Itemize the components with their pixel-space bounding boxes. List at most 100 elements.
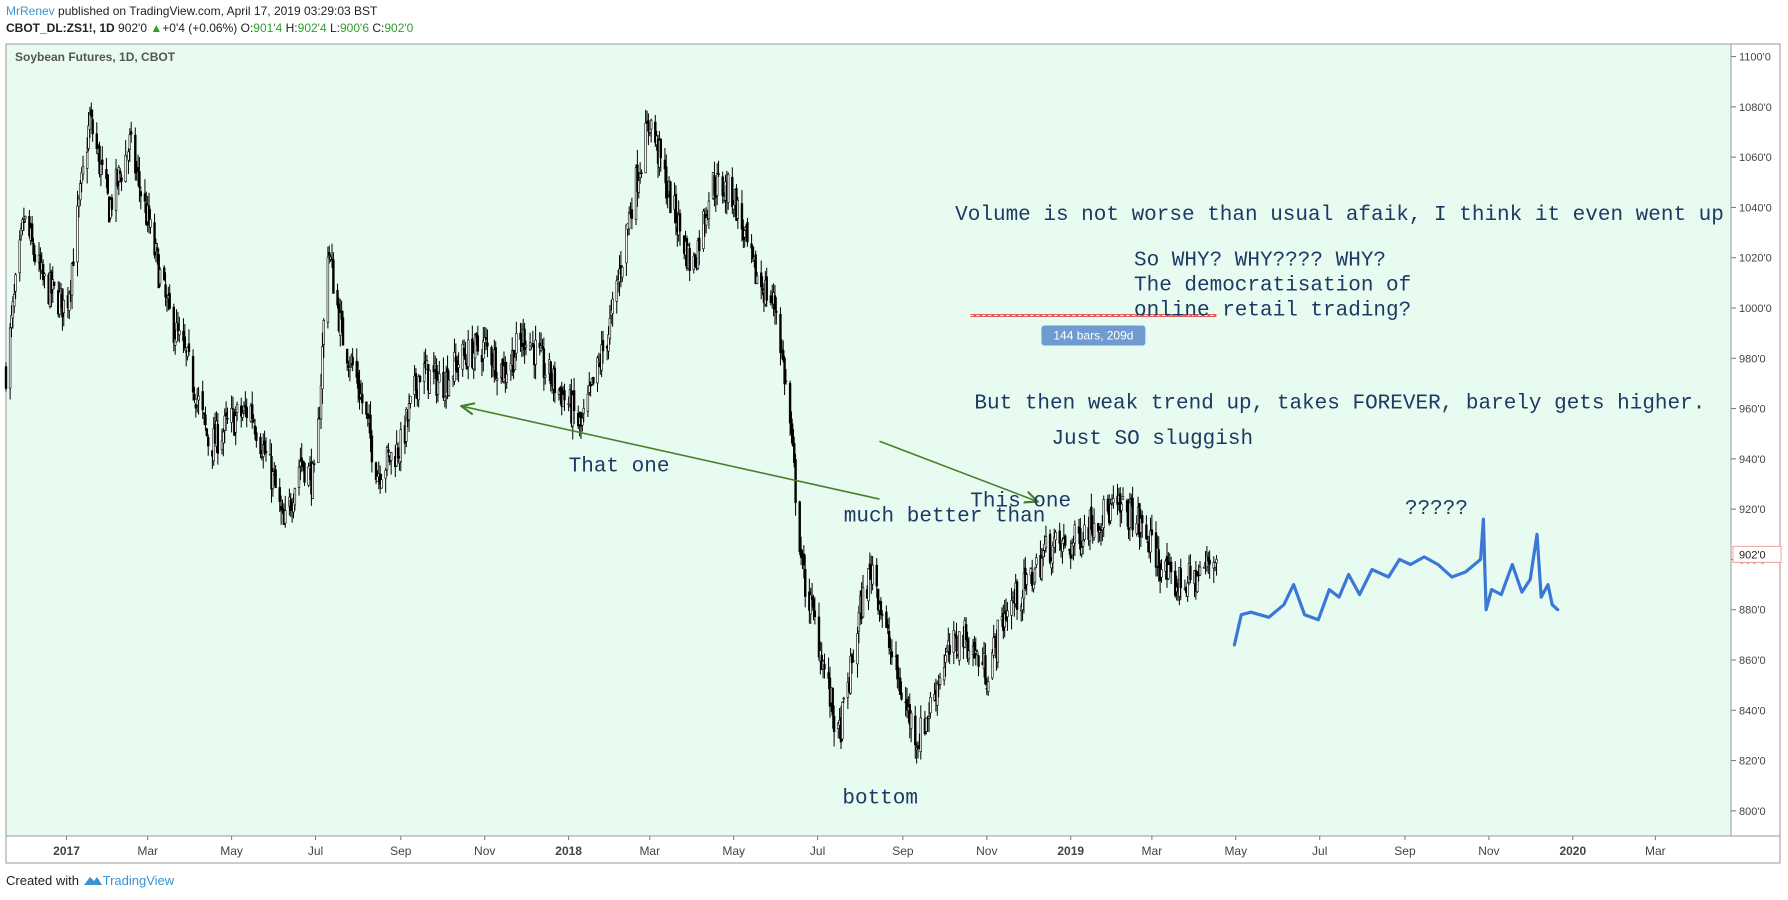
candle-body: [32, 243, 35, 256]
y-tick-label: 1080'0: [1739, 102, 1772, 114]
candle-body: [345, 349, 349, 364]
candle-body: [399, 429, 402, 463]
candle-body: [524, 344, 528, 348]
annotation-text[interactable]: That one: [569, 455, 670, 478]
candle-body: [936, 683, 939, 706]
freehand-projection[interactable]: [1232, 517, 1560, 647]
measure-label-box: [1041, 325, 1146, 346]
candle-body: [621, 266, 624, 278]
candle-body: [1011, 597, 1015, 599]
candle-body: [13, 293, 16, 307]
candle-body: [666, 195, 669, 197]
annotation-text[interactable]: The democratisation of: [1134, 274, 1411, 297]
low-label: L:: [329, 21, 340, 35]
annotation-text[interactable]: This one: [970, 491, 1071, 514]
candle-body: [1102, 499, 1105, 529]
candle-body: [114, 168, 118, 211]
candle-body: [90, 109, 93, 117]
candle-body: [101, 159, 104, 165]
x-tick-label: Nov: [1478, 844, 1499, 858]
publish-info: MrRenev published on TradingView.com, Ap…: [6, 4, 377, 18]
candle-body: [592, 376, 595, 384]
candle-body: [876, 589, 880, 611]
high-value: 902'4: [297, 21, 327, 35]
low-value: 900'6: [340, 21, 369, 35]
candle-body: [234, 415, 237, 433]
x-tick-label: Sep: [892, 844, 914, 858]
candle-body: [775, 310, 778, 313]
candle-body: [21, 219, 24, 231]
candle-body: [205, 428, 209, 437]
open-value: 901'4: [253, 21, 283, 35]
candle-body: [79, 183, 82, 201]
candle-body: [1196, 575, 1199, 592]
candle-body: [231, 408, 235, 410]
candle-body: [1169, 561, 1173, 573]
time-axis[interactable]: [5, 835, 1781, 864]
open-label: O:: [240, 21, 254, 35]
candle-body: [457, 364, 460, 368]
y-tick-label: 920'0: [1739, 504, 1766, 516]
y-tick-label: 940'0: [1739, 454, 1766, 466]
candle-body: [1051, 545, 1055, 564]
annotation-text[interactable]: Just SO sluggish: [1051, 428, 1253, 451]
candle-body: [319, 385, 323, 420]
candle-body: [255, 432, 258, 442]
last-price-marker: [1732, 545, 1782, 563]
x-tick-label: Nov: [474, 844, 495, 858]
candle-body: [831, 687, 834, 716]
candle-body: [216, 424, 220, 454]
candle-body: [278, 487, 281, 502]
candle-body: [743, 230, 746, 238]
price-axis[interactable]: [1730, 43, 1781, 837]
tradingview-link[interactable]: TradingView: [102, 873, 175, 888]
candle-body: [783, 357, 786, 385]
annotation-text[interactable]: Volume is not worse than usual afaik, I …: [955, 204, 1724, 227]
candle-body: [70, 263, 74, 296]
author-link[interactable]: MrRenev: [6, 4, 55, 18]
annotation-text[interactable]: online retail trading?: [1134, 300, 1411, 323]
candle-body: [183, 336, 187, 349]
candle-body: [755, 275, 759, 284]
annotation-text[interactable]: So WHY? WHY???? WHY?: [1134, 249, 1386, 272]
candle-body: [321, 346, 324, 390]
candle-body: [172, 306, 176, 343]
candle-body: [473, 334, 477, 359]
candle-body: [385, 447, 389, 471]
candle-body: [505, 373, 508, 383]
plot-area[interactable]: [5, 43, 1732, 837]
annotation-text[interactable]: ?????: [1405, 498, 1468, 521]
candle-body: [611, 298, 614, 315]
candle-body: [326, 256, 330, 323]
y-tick-label: 1040'0: [1739, 202, 1772, 214]
candle-body: [925, 717, 928, 732]
candle-body: [128, 134, 132, 150]
published-text: published on TradingView.com, April 17, …: [58, 4, 378, 18]
candle-body: [1160, 569, 1163, 578]
trend-arrow[interactable]: [461, 406, 880, 500]
candle-body: [647, 120, 650, 132]
candle-body: [823, 663, 826, 670]
candle-body: [688, 248, 691, 272]
trend-arrow[interactable]: [879, 440, 1038, 501]
candle-body: [245, 406, 248, 419]
candle-body: [41, 264, 45, 281]
candle-body: [887, 631, 891, 649]
annotation-text[interactable]: bottom: [842, 787, 918, 810]
candle-body: [648, 132, 651, 134]
annotation-text[interactable]: But then weak trend up, takes FOREVER, b…: [974, 393, 1705, 416]
candle-body: [264, 450, 268, 454]
candle-body: [30, 223, 34, 242]
x-tick-label: 2018: [555, 844, 582, 858]
candle-body: [438, 373, 441, 383]
candle-body: [300, 457, 303, 463]
change-up-icon: ▲: [150, 21, 163, 35]
candle-body: [436, 380, 440, 395]
candle-body: [293, 488, 297, 506]
candle-body: [948, 644, 951, 655]
annotation-text[interactable]: much better than: [844, 506, 1046, 529]
candle-body: [341, 317, 345, 346]
candle-body: [284, 510, 287, 524]
candle-body: [62, 299, 65, 314]
